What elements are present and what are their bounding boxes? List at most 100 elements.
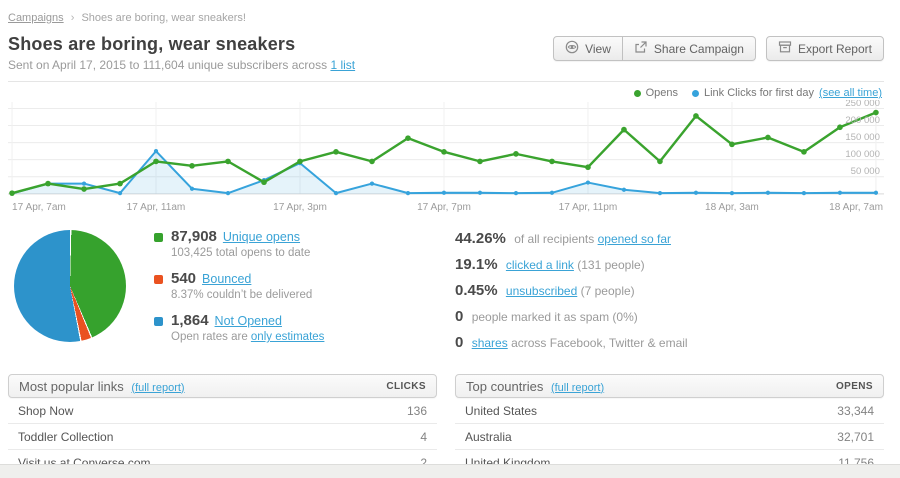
countries-full-report-link[interactable]: (full report) [550,381,605,394]
stat-value: 1,864 [171,312,209,329]
header-divider [8,81,884,82]
table-row: United States 33,344 [455,398,884,424]
stat-link[interactable]: Bounced [202,272,252,286]
stat-subtext: 103,425 total opens to date [171,247,311,259]
chart-legend: Opens Link Clicks for first day (see all… [8,84,884,100]
svg-text:17 Apr, 7am: 17 Apr, 7am [12,202,66,213]
campaign-subtitle: Sent on April 17, 2015 to 111,604 unique… [8,58,355,72]
engagement-text: of all recipients [514,232,595,246]
engagement-value: 0 [455,308,464,325]
engagement-text: people marked it as spam (0%) [471,310,638,324]
row-value: 4 [420,430,427,444]
breadcrumb-current: Shoes are boring, wear sneakers! [81,12,246,24]
engagement-link[interactable]: unsubscribed [505,284,578,298]
legend-clicks-label: Link Clicks for first day [704,87,815,99]
engagement-row-0: 44.26% of all recipients opened so far [455,230,884,247]
row-label: Shop Now [18,404,74,418]
popular-links-card: Most popular links (full report) CLICKS … [8,374,437,478]
overview-stat-0: 87,908 Unique opens 103,425 total opens to… [154,228,324,259]
row-label: United States [465,404,538,418]
export-report-button[interactable]: Export Report [765,36,884,61]
svg-text:200 000: 200 000 [845,115,880,126]
svg-text:50 000: 50 000 [851,166,880,177]
legend-opens: Opens [633,87,678,99]
popular-links-title-text: Most popular links [19,378,124,394]
legend-opens-label: Opens [645,87,678,99]
stat-bullet-icon [154,233,163,242]
stat-subtext: 8.37% couldn’t be delivered [171,289,313,301]
svg-text:150 000: 150 000 [845,132,880,143]
stat-sub-link[interactable]: only estimates [250,331,325,343]
svg-text:18 Apr, 7am: 18 Apr, 7am [829,202,883,213]
report-tables: Most popular links (full report) CLICKS … [8,374,884,478]
table-row: Toddler Collection 4 [8,424,437,450]
clicks-column-header: CLICKS [386,380,426,392]
overview-row: 87,908 Unique opens 103,425 total opens to… [8,226,884,360]
engagement-value: 0.45% [455,282,498,299]
engagement-row-1: 19.1% clicked a link (131 people) [455,256,884,273]
title-block: Shoes are boring, wear sneakers Sent on … [8,34,355,72]
activity-line-chart: 50 000 100 000 150 000 200 000 250 000 17 Apr… [8,98,884,213]
opens-stats-list: 87,908 Unique opens 103,425 total opens to… [154,228,324,354]
eye-icon [565,40,579,57]
opens-column-header: OPENS [835,380,873,392]
engagement-row-3: 0 people marked it as spam (0%) [455,308,884,325]
engagement-row-2: 0.45% unsubscribed (7 people) [455,282,884,299]
engagement-link[interactable]: shares [471,336,508,350]
stat-bullet-icon [154,275,163,284]
overview-stat-1: 540 Bounced 8.37% couldn’t be delivered [154,270,324,301]
svg-text:17 Apr, 3pm: 17 Apr, 3pm [273,202,327,213]
top-countries-title: Top countries (full report) [466,379,604,394]
export-report-button-label: Export Report [797,41,872,56]
svg-text:17 Apr, 11pm: 17 Apr, 11pm [559,202,618,213]
top-countries-card: Top countries (full report) OPENS United… [455,374,884,478]
share-campaign-button-label: Share Campaign [653,41,744,56]
opens-dot-icon [633,89,641,97]
stat-subtext: Open rates are only estimates [171,331,325,343]
opens-overview: 87,908 Unique opens 103,425 total opens to… [8,226,453,360]
links-full-report-link[interactable]: (full report) [131,381,185,394]
row-label: Australia [465,430,512,444]
stat-link[interactable]: Not Opened [214,314,282,328]
stat-link[interactable]: Unique opens [222,230,301,244]
svg-text:100 000: 100 000 [845,149,880,160]
see-all-time-link[interactable]: (see all time) [819,87,882,99]
share-campaign-button[interactable]: Share Campaign [622,36,756,61]
svg-text:250 000: 250 000 [845,100,880,109]
engagement-row-4: 0 shares across Facebook, Twitter & emai… [455,334,884,351]
engagement-stats-list: 44.26% of all recipients opened so far 19… [453,230,884,360]
engagement-link[interactable]: clicked a link [505,258,574,272]
list-link[interactable]: 1 list [330,58,356,72]
svg-text:17 Apr, 11am: 17 Apr, 11am [127,202,186,213]
breadcrumb-campaigns-link[interactable]: Campaigns [8,12,64,24]
top-countries-header: Top countries (full report) OPENS [455,374,884,398]
engagement-value: 44.26% [455,230,506,247]
engagement-text: across Facebook, Twitter & email [511,336,688,350]
overview-stat-2: 1,864 Not Opened Open rates are only estim… [154,312,324,343]
legend-clicks: Link Clicks for first day (see all time) [692,87,882,99]
stat-bullet-icon [154,317,163,326]
breadcrumb-separator: › [70,12,75,24]
popular-links-header: Most popular links (full report) CLICKS [8,374,437,398]
header-buttons: View Share Campaign Export Report [553,36,884,61]
engagement-link[interactable]: opened so far [597,232,671,246]
view-share-button-group: View Share Campaign [553,36,756,61]
row-value: 2 [420,456,427,470]
clicks-dot-icon [692,89,699,97]
engagement-value: 19.1% [455,256,498,273]
row-label: Toddler Collection [18,430,114,444]
table-row: Australia 32,701 [455,424,884,450]
view-button[interactable]: View [553,36,623,61]
engagement-text: (7 people) [580,284,635,298]
stat-value: 87,908 [171,228,217,245]
svg-text:18 Apr, 3am: 18 Apr, 3am [705,202,759,213]
svg-text:17 Apr, 7pm: 17 Apr, 7pm [417,202,471,213]
row-value: 136 [406,404,427,418]
top-countries-title-text: Top countries [466,378,544,394]
share-icon [634,40,648,57]
bottom-strip [0,464,900,478]
engagement-value: 0 [455,334,464,351]
export-icon [778,40,792,57]
chart-section: Opens Link Clicks for first day (see all… [8,84,884,218]
